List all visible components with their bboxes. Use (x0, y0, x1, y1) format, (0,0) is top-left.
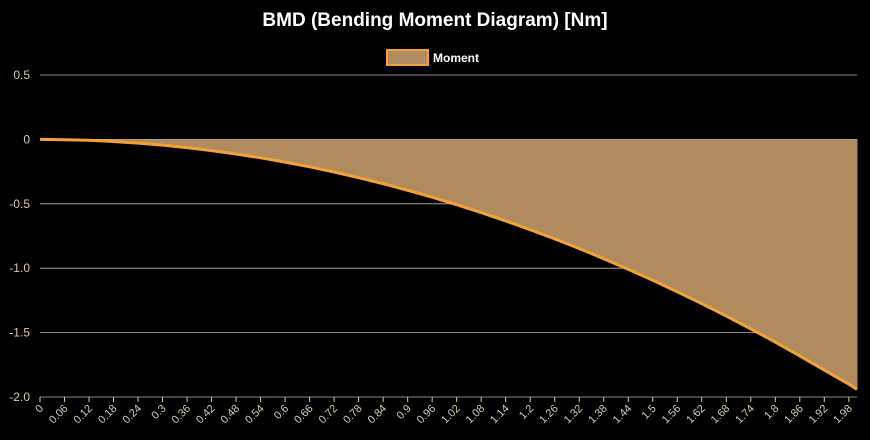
x-tick-label: 0 (33, 403, 46, 416)
x-tick-label: 1.44 (611, 403, 635, 427)
chart-title: BMD (Bending Moment Diagram) [Nm] (262, 10, 607, 31)
series-moment (39, 137, 858, 391)
x-tick-label: 1.68 (709, 403, 733, 427)
x-tick-label: 0.72 (317, 403, 341, 427)
x-tick-label: 0.78 (341, 403, 365, 427)
x-tick-label: 1.08 (464, 403, 488, 427)
x-tick-label: 1.02 (439, 403, 463, 427)
legend-label-moment[interactable]: Moment (433, 51, 479, 65)
y-axis-ticks: 0.5 0 -0.5 -1.0 -1.5 -2.0 (9, 68, 30, 404)
x-tick-label: 0.24 (121, 403, 145, 427)
y-tick-label: -1.5 (9, 326, 30, 340)
x-axis-ticks: 0 0.06 0.12 0.18 0.24 0.3 0.36 0.42 0.48 0.54 0.6 0… (33, 397, 855, 426)
x-tick-label: 0.42 (194, 403, 218, 427)
x-tick-label: 0.84 (366, 403, 390, 427)
x-tick-label: 1.38 (586, 403, 610, 427)
y-tick-label: 0.5 (13, 68, 30, 82)
x-tick-label: 1.5 (640, 403, 659, 422)
x-tick-label: 1.74 (733, 403, 757, 427)
series-line-moment (39, 137, 858, 391)
x-tick-label: 0.96 (415, 403, 439, 427)
x-tick-label: 0.66 (292, 403, 316, 427)
x-tick-label: 1.56 (660, 403, 684, 427)
x-tick-label: 0.36 (170, 403, 194, 427)
y-tick-label: -1.0 (9, 261, 30, 275)
x-tick-label: 0.12 (72, 403, 96, 427)
x-tick-label: 1.2 (517, 403, 536, 422)
x-tick-label: 0.48 (219, 403, 243, 427)
x-tick-label: 0.06 (47, 403, 71, 427)
legend[interactable]: Moment (386, 49, 479, 66)
y-tick-label: -0.5 (9, 197, 30, 211)
x-tick-label: 0.9 (394, 403, 413, 422)
x-tick-label: 1.8 (762, 403, 781, 422)
x-tick-label: 1.26 (537, 403, 561, 427)
x-tick-label: 1.14 (488, 403, 512, 427)
legend-swatch[interactable] (386, 49, 429, 66)
x-tick-label: 0.3 (149, 403, 168, 422)
x-tick-label: 0.18 (96, 403, 120, 427)
x-tick-label: 0.6 (272, 403, 291, 422)
series-area-moment (40, 139, 857, 390)
x-tick-label: 1.92 (807, 403, 831, 427)
x-tick-label: 1.86 (782, 403, 806, 427)
x-tick-label: 1.62 (684, 403, 708, 427)
x-tick-label: 1.32 (562, 403, 586, 427)
y-tick-label: 0 (23, 132, 30, 146)
y-tick-label: -2.0 (9, 390, 30, 404)
x-tick-label: 0.54 (243, 403, 267, 427)
x-tick-label: 1.98 (831, 403, 855, 427)
